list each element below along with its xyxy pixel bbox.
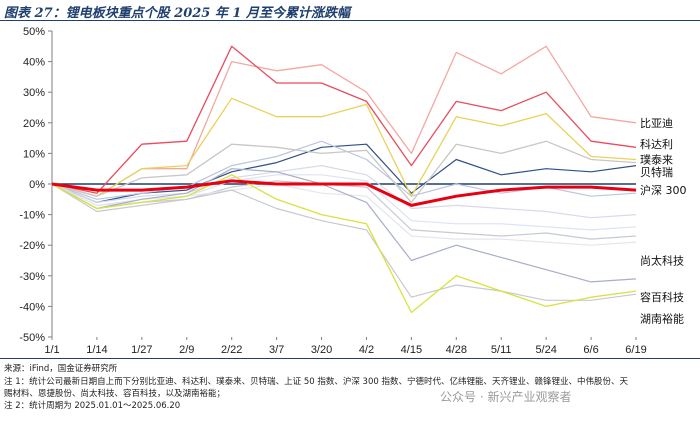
series-label-6: 容百科技 [640, 290, 684, 304]
y-tick-label: 10% [23, 148, 45, 160]
series-line-13 [51, 174, 637, 314]
series-line-3 [51, 140, 637, 204]
y-tick-label: 40% [23, 57, 45, 69]
series-label-5: 尚太科技 [640, 254, 684, 268]
series-label-2: 璞泰来 [640, 153, 673, 167]
x-tick-label: 4/15 [401, 344, 422, 356]
series-label-1: 科达利 [640, 137, 673, 151]
series-label-7: 湖南裕能 [640, 312, 684, 326]
chart-title: 图表 27：锂电板块重点个股 2025 年 1 月至今累计涨跌幅 [4, 6, 350, 21]
series-line-4 [51, 179, 637, 207]
y-tick-label: -20% [19, 240, 45, 252]
y-tick-label: -40% [19, 301, 45, 313]
source-note: 来源：iFind，国金证券研究所 [4, 364, 118, 374]
series-line-11 [51, 168, 637, 283]
x-tick-label: 6/19 [625, 344, 646, 356]
note-2: 注 2：统计周期为 2025.01.01～2025.06.20 [4, 401, 181, 411]
series-label-3: 贝特瑞 [640, 165, 673, 179]
series-label-0: 比亚迪 [640, 117, 673, 130]
series-line-1 [51, 45, 637, 194]
footer-rule [0, 358, 700, 359]
note-1b: 赐材料、恩捷股份、尚太科技、容百科技，以及湖南裕能； [4, 389, 226, 399]
title-bar: 图表 27：锂电板块重点个股 2025 年 1 月至今累计涨跌幅 [0, 0, 700, 21]
series-line-7 [51, 165, 637, 219]
x-tick-label: 6/6 [583, 344, 598, 356]
x-tick-label: 2/22 [221, 344, 242, 356]
series-label-4: 沪深 300 [640, 183, 687, 197]
series-line-0 [51, 45, 637, 197]
y-tick-label: -10% [19, 210, 45, 222]
y-tick-label: 30% [23, 87, 45, 99]
y-tick-label: 20% [23, 118, 45, 130]
x-tick-label: 3/7 [269, 344, 284, 356]
y-tick-label: -50% [19, 332, 45, 344]
series-line-2 [51, 97, 637, 197]
x-tick-label: 1/27 [131, 344, 152, 356]
series-line-12 [51, 183, 637, 301]
series-group [51, 45, 637, 314]
note-1a: 注 1：统计公司最新日期自上而下分别比亚迪、科达利、璞泰来、贝特瑞、上证 50 … [4, 377, 628, 387]
x-tick-label: 3/20 [311, 344, 332, 356]
y-tick-label: -30% [19, 271, 45, 283]
x-tick-label: 2/9 [179, 344, 194, 356]
x-tick-label: 1/14 [86, 344, 107, 356]
x-tick-label: 4/28 [446, 344, 467, 356]
x-tick-label: 1/1 [44, 344, 59, 356]
y-tick-label: 0% [29, 179, 45, 191]
x-tick-label: 5/24 [535, 344, 556, 356]
y-tick-label: 50% [23, 26, 45, 38]
x-tick-label: 5/11 [491, 344, 512, 356]
line-chart: 50%40%30%20%10%0%-10%-20%-30%-40%-50%1/1… [19, 26, 687, 356]
watermark: 公众号 · 新兴产业观察者 [440, 390, 572, 404]
x-tick-label: 4/2 [359, 344, 374, 356]
